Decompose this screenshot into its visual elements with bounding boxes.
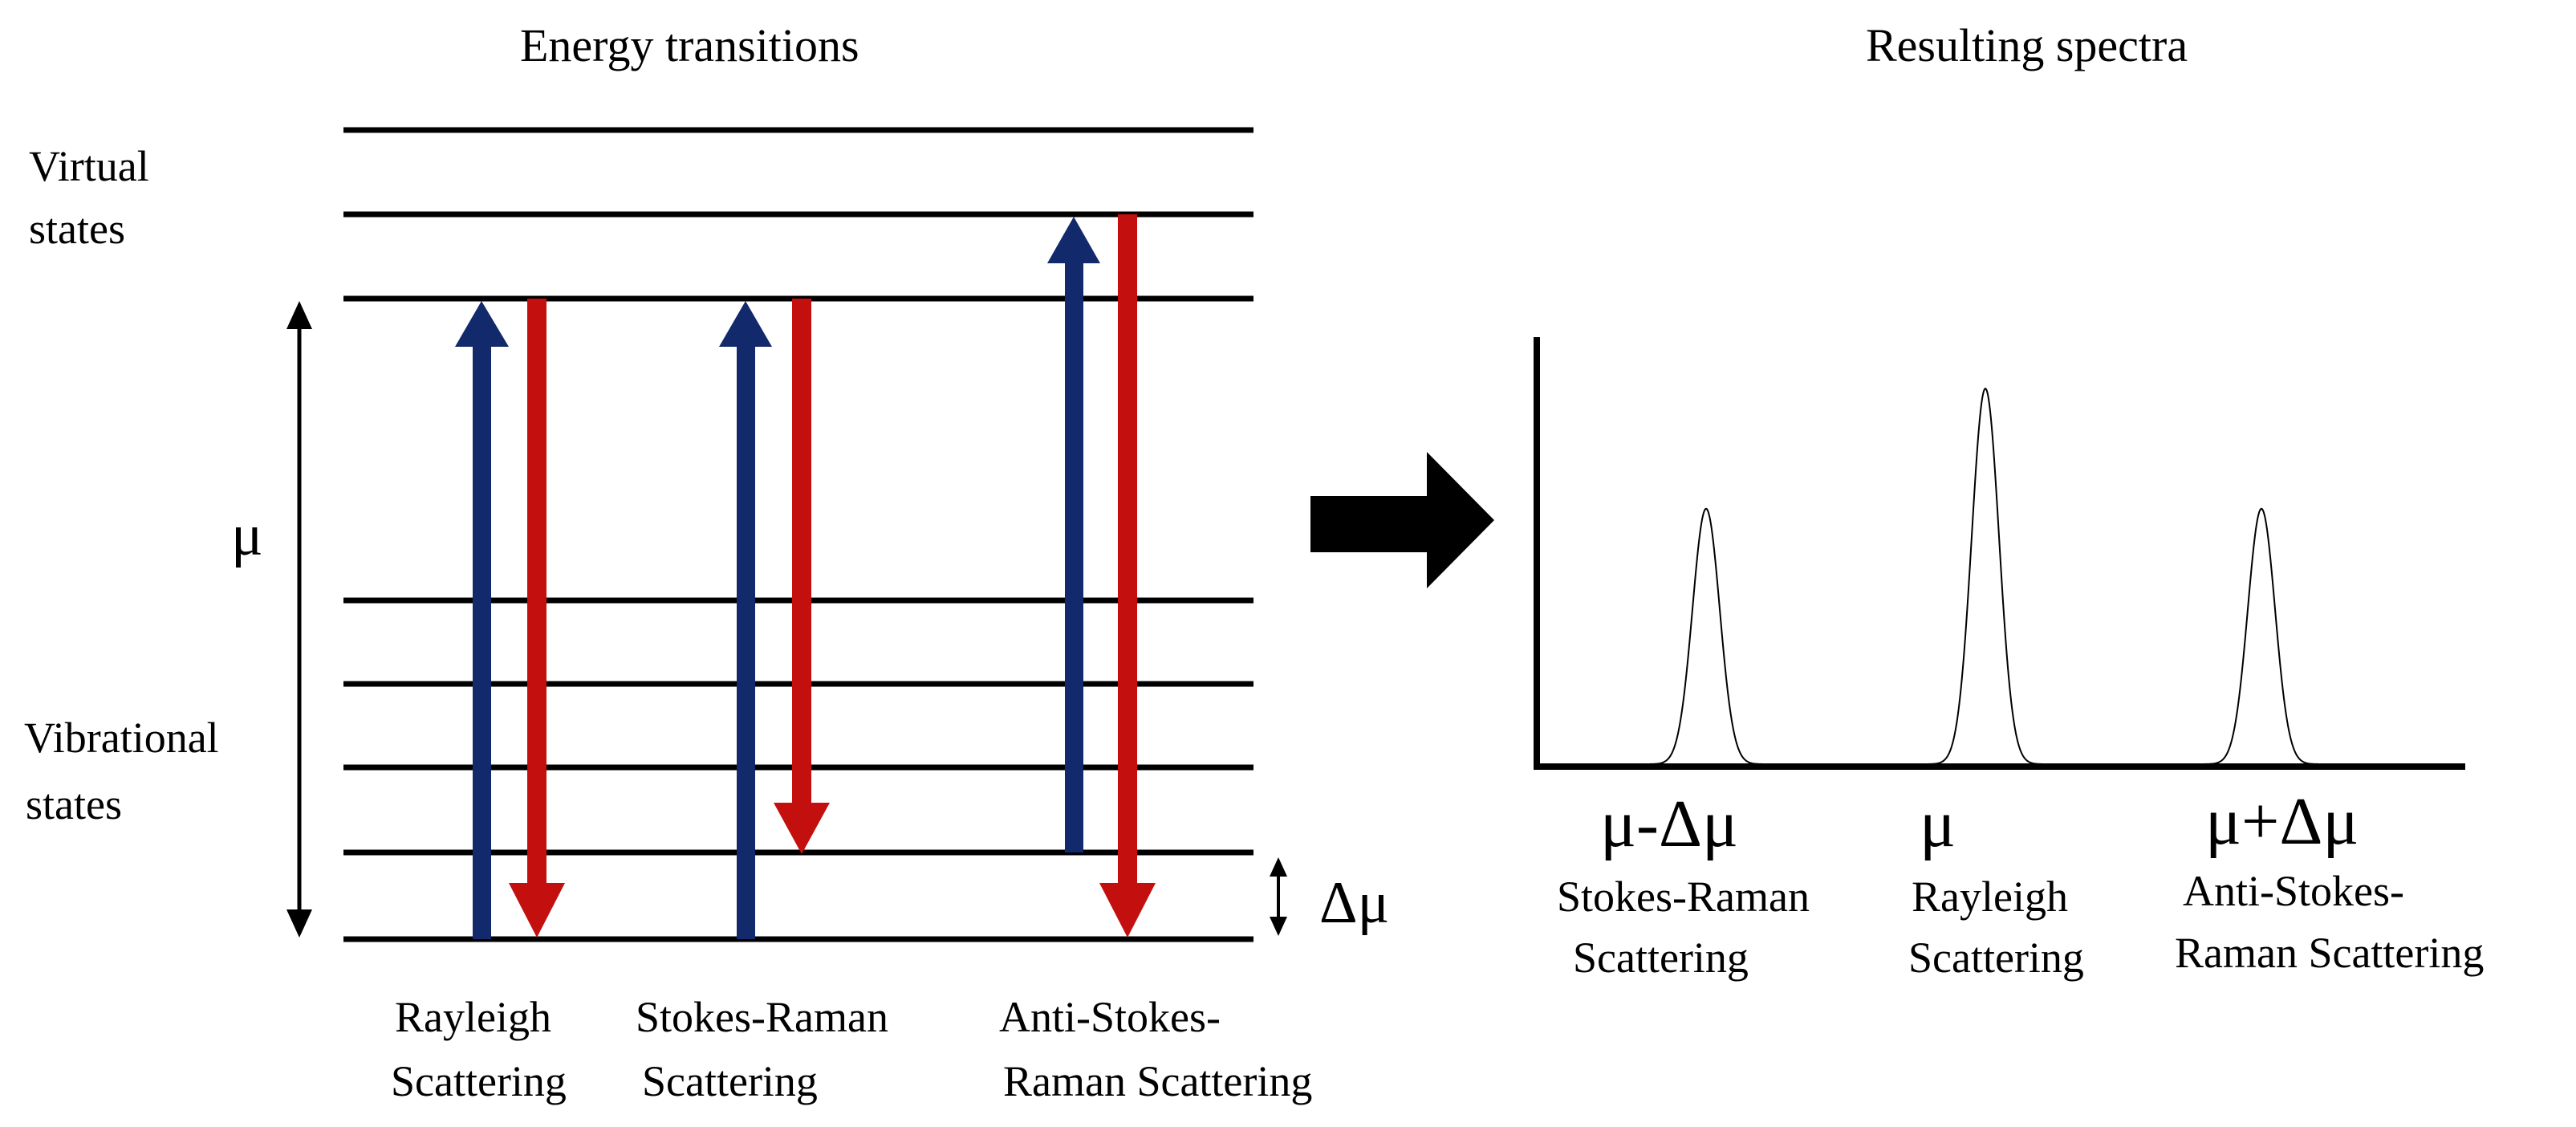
rayleigh-excitation-shaft [473, 345, 491, 939]
rayleigh-peak-symbol: μ [1920, 787, 1956, 861]
transition-arrow-icon [1310, 452, 1494, 588]
stokes-excitation-shaft [737, 345, 755, 939]
stokes-caption-line2: Scattering [642, 1057, 818, 1105]
rayleigh-caption-line1: Rayleigh [395, 993, 551, 1041]
anti-stokes-emission-shaft [1118, 214, 1137, 885]
rayleigh-emission-arrowhead [509, 883, 565, 938]
vibrational-states-label-line2: states [26, 780, 122, 828]
delta-mu-arrow [1270, 857, 1287, 936]
anti-stokes-caption-line1: Anti-Stokes- [999, 993, 1221, 1041]
stokes-emission-arrowhead [774, 803, 830, 854]
anti-stokes-excitation-shaft [1065, 261, 1083, 852]
anti-stokes-peak-caption-line2: Raman Scattering [2175, 929, 2485, 977]
mu-energy-arrow [286, 301, 312, 938]
rayleigh-emission-shaft [527, 299, 546, 885]
stokes-raman-peak [1641, 507, 1771, 765]
stokes-peak-symbol: μ-Δμ [1599, 787, 1739, 861]
anti-stokes-emission-arrowhead [1099, 883, 1156, 938]
stokes-excitation-arrowhead [719, 301, 772, 347]
vibrational-states-label-line1: Vibrational [24, 714, 219, 762]
anti-stokes-peak-symbol: μ+Δμ [2205, 784, 2359, 859]
rayleigh-peak [1921, 387, 2050, 765]
rayleigh-excitation-arrowhead [455, 301, 509, 347]
rayleigh-caption-line2: Scattering [391, 1057, 567, 1105]
rayleigh-transition [455, 299, 565, 939]
left-panel-title: Energy transitions [520, 19, 859, 71]
spectrum-axes [1534, 337, 2465, 770]
virtual-states-label-line1: Virtual [29, 142, 149, 190]
anti-stokes-excitation-arrowhead [1047, 217, 1100, 263]
virtual-states-label-line2: states [29, 205, 125, 253]
anti-stokes-peak-caption-line1: Anti-Stokes- [2183, 867, 2404, 915]
rayleigh-peak-caption-line1: Rayleigh [1912, 873, 2068, 921]
spectrum-peaks [1641, 387, 2326, 765]
stokes-peak-caption-line2: Scattering [1573, 934, 1749, 982]
stokes-transition [719, 299, 830, 939]
stokes-emission-shaft [792, 299, 811, 804]
right-panel-title: Resulting spectra [1866, 19, 2188, 71]
stokes-caption-line1: Stokes-Raman [636, 993, 888, 1041]
rayleigh-peak-caption-line2: Scattering [1908, 934, 2084, 982]
anti-stokes-transition [1047, 214, 1156, 938]
stokes-peak-caption-line1: Stokes-Raman [1557, 873, 1810, 921]
mu-label: μ [231, 502, 263, 568]
anti-stokes-raman-peak [2196, 507, 2326, 765]
anti-stokes-caption-line2: Raman Scattering [1003, 1057, 1313, 1105]
delta-mu-label: Δμ [1319, 870, 1390, 936]
